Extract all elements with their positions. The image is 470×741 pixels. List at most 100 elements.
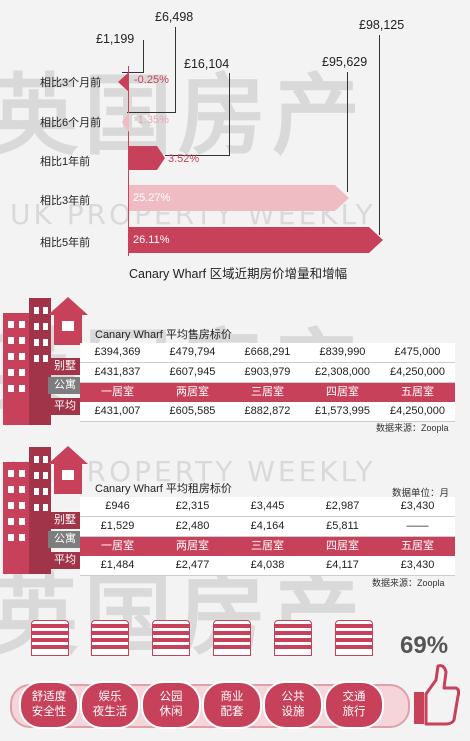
row-label: 相比3年前 [40, 195, 91, 207]
table-cell: £4,250,000 [389, 366, 446, 378]
table-header: 一居室 两居室 三居室 四居室 五居室 [80, 537, 455, 556]
table-header: 一居室 两居室 三居室 四居室 五居室 [80, 383, 455, 402]
table-cell: 一居室 [101, 540, 134, 552]
amenity-public-facilities: 公共 设施 [263, 681, 323, 729]
tag-apartment: 公寓 [48, 377, 82, 394]
table-row: £431,007 £605,585 £882,872 £1,573,995 £4,250… [80, 402, 455, 422]
table-cell: —— [406, 520, 429, 532]
table-cell: £668,291 [244, 346, 291, 358]
row-label: 相比1年前 [40, 156, 91, 168]
table-cell: £475,000 [394, 346, 441, 358]
table-cell: £431,007 [94, 405, 141, 417]
bar-6m [122, 112, 129, 132]
tag-villa: 别墅 [48, 358, 82, 375]
amenity-post [335, 620, 373, 656]
table-cell: 五居室 [401, 540, 434, 552]
bar-1y [129, 146, 165, 170]
table-cell: £394,369 [94, 346, 141, 358]
pct-label: 26.11% [133, 234, 170, 246]
amenity-label: 商业 [220, 691, 244, 703]
table-cell: £882,872 [244, 405, 291, 417]
amenity-post [213, 620, 251, 656]
tag-apartment: 公寓 [48, 531, 82, 548]
table-cell: 一居室 [101, 386, 134, 398]
amenity-score: 69% [400, 632, 449, 659]
pct-label: 25.27% [133, 192, 171, 204]
bar-3y [129, 185, 349, 211]
amenity-parks: 公园 休闲 [141, 681, 201, 729]
row-label: 相比5年前 [40, 237, 91, 249]
table-row: £946 £2,315 £3,445 £2,987 £3,430 [80, 497, 455, 517]
change-value: £6,498 [155, 10, 194, 24]
row-label: 相比3个月前 [40, 77, 102, 89]
table-cell: £5,811 [326, 520, 359, 532]
table-cell: £1,484 [100, 559, 135, 571]
change-value: £98,125 [359, 18, 405, 32]
table-row: £1,484 £2,477 £4,038 £4,117 £3,430 [80, 556, 455, 576]
table-cell: £2,315 [175, 500, 210, 512]
amenity-label: 公共 [281, 691, 305, 703]
row-label: 相比6个月前 [40, 117, 102, 129]
amenity-commerce: 商业 配套 [202, 681, 262, 729]
table-cell: £903,979 [244, 366, 291, 378]
table-cell: £4,038 [250, 559, 285, 571]
data-source: 数据来源：Zoopla [376, 423, 449, 433]
change-value: £16,104 [184, 57, 230, 71]
pct-label: 3.52% [168, 153, 200, 165]
pct-label: -0.25% [134, 74, 169, 86]
amenity-post [91, 620, 129, 656]
table-cell: £605,585 [169, 405, 216, 417]
callout-line [165, 155, 230, 156]
table-row: £1,529 £2,480 £4,164 £5,811 —— [80, 517, 455, 537]
table-cell: 两居室 [176, 386, 209, 398]
table-cell: 三居室 [251, 386, 284, 398]
table-cell: £3,445 [250, 500, 285, 512]
building-icon [3, 447, 51, 574]
callout-line [122, 72, 144, 73]
table-cell: £3,430 [400, 500, 435, 512]
table-row: £394,369 £479,794 £668,291 £839,990 £475,000 [80, 343, 455, 363]
table-cell: £607,945 [169, 366, 216, 378]
change-value: £1,199 [96, 32, 135, 46]
amenity-label: 舒适度 [31, 691, 67, 703]
table-cell: £2,308,000 [314, 366, 371, 378]
callout-line [175, 27, 176, 112]
amenity-transport: 交通 旅行 [324, 681, 384, 729]
callout-line [347, 72, 348, 192]
table-cell: £2,477 [175, 559, 210, 571]
bar-5y [129, 227, 383, 253]
table-cell: £1,573,995 [314, 405, 371, 417]
amenity-post [31, 620, 69, 656]
thumbs-up-icon [414, 664, 460, 726]
axis-line [128, 66, 129, 256]
table-cell: £946 [105, 500, 130, 512]
amenity-comfort: 舒适度 安全性 [19, 681, 79, 729]
tag-average: 平均 [48, 398, 82, 415]
table-row: £431,837 £607,945 £903,979 £2,308,000 £4,250… [80, 363, 455, 383]
table-cell: £4,117 [326, 559, 359, 571]
table-cell: 五居室 [401, 386, 434, 398]
table-cell: 两居室 [176, 540, 209, 552]
table-cell: £1,529 [100, 520, 135, 532]
table-cell: £3,430 [400, 559, 435, 571]
callout-line [379, 35, 380, 235]
callout-line [229, 73, 230, 155]
amenity-label: 设施 [281, 706, 305, 718]
chart-title: Canary Wharf 区域近期房价增量和增幅 [129, 267, 348, 281]
table-cell: £839,990 [319, 346, 366, 358]
tag-villa: 别墅 [48, 512, 82, 529]
table-cell: £479,794 [169, 346, 216, 358]
amenity-post [152, 620, 190, 656]
amenity-label: 公园 [159, 691, 183, 703]
amenity-label: 配套 [220, 706, 244, 718]
table-cell: £4,164 [250, 520, 285, 532]
tag-average: 平均 [48, 552, 82, 569]
sale-table: £394,369 £479,794 £668,291 £839,990 £475,000… [80, 343, 455, 422]
house-icon [48, 446, 88, 494]
table-cell: £2,987 [325, 500, 360, 512]
amenity-label: 娱乐 [98, 691, 122, 703]
table-cell: £431,837 [94, 366, 141, 378]
change-value: £95,629 [322, 55, 368, 69]
callout-line [127, 112, 176, 113]
table-cell: 四居室 [326, 386, 359, 398]
